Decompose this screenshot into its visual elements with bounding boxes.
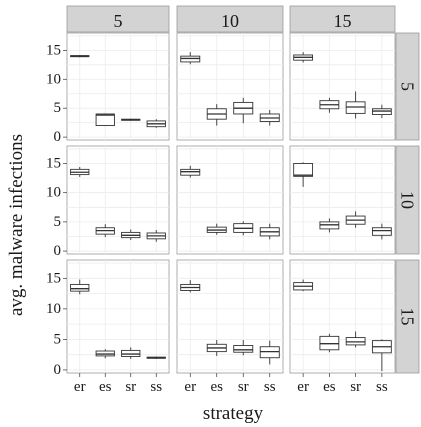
column-strip (176, 5, 284, 33)
x-tick-label: er (184, 379, 196, 395)
row-strip (395, 32, 420, 141)
box (95, 113, 115, 126)
y-tick-label: 15 (46, 156, 61, 172)
x-tick-label: ss (150, 379, 162, 395)
row-strip (395, 145, 420, 255)
panel-background (176, 32, 284, 141)
row-facet-label: 10 (398, 191, 418, 209)
y-tick-label: 5 (54, 100, 62, 116)
x-tick-label: ss (376, 379, 388, 395)
column-strip (66, 5, 170, 33)
panel: 0 5 10 15 (46, 145, 170, 259)
box (371, 227, 392, 236)
panel: 0 5 10 15 er es sr ss (46, 259, 170, 395)
y-axis-label: avg. malware infections (6, 134, 27, 316)
column-strip (289, 5, 396, 33)
x-tick-label: sr (238, 379, 249, 395)
y-tick-label: 5 (54, 214, 62, 230)
panel (176, 145, 284, 255)
box (233, 345, 254, 353)
x-axis-label: strategy (203, 403, 264, 424)
panel (176, 32, 284, 141)
panel-background (289, 259, 396, 374)
panel-background (289, 145, 396, 255)
panel-background (66, 259, 170, 374)
y-tick-label: 10 (46, 185, 61, 201)
row-facet-label: 15 (398, 308, 418, 326)
y-tick-label: 10 (46, 301, 61, 317)
y-tick-label: 0 (54, 243, 62, 259)
panel: 0 5 10 15 (46, 32, 170, 145)
row-facet-label: 5 (398, 82, 418, 91)
y-tick-label: 15 (46, 42, 61, 58)
x-tick-label: ss (264, 379, 276, 395)
x-tick-label: es (99, 379, 112, 395)
x-tick-label: es (323, 379, 336, 395)
y-tick-label: 0 (54, 129, 62, 145)
y-tick-label: 0 (54, 362, 62, 378)
column-facet-label: 5 (114, 11, 123, 31)
column-facet-label: 10 (221, 11, 239, 31)
x-tick-label: sr (125, 379, 136, 395)
y-tick-label: 15 (46, 270, 61, 286)
box (293, 163, 314, 177)
box (70, 283, 90, 292)
panel: er es sr ss (289, 259, 396, 395)
y-tick-label: 5 (54, 331, 62, 347)
x-tick-label: er (297, 379, 309, 395)
panel-background (289, 32, 396, 141)
panel (289, 145, 396, 255)
x-tick-label: sr (350, 379, 361, 395)
panel (289, 32, 396, 141)
row-strip (395, 259, 420, 374)
x-tick-label: es (211, 379, 224, 395)
x-tick-label: er (74, 379, 86, 395)
panel: er es sr ss (176, 259, 284, 395)
column-facet-label: 15 (334, 11, 352, 31)
y-tick-label: 10 (46, 71, 61, 87)
panel-background (176, 145, 284, 255)
